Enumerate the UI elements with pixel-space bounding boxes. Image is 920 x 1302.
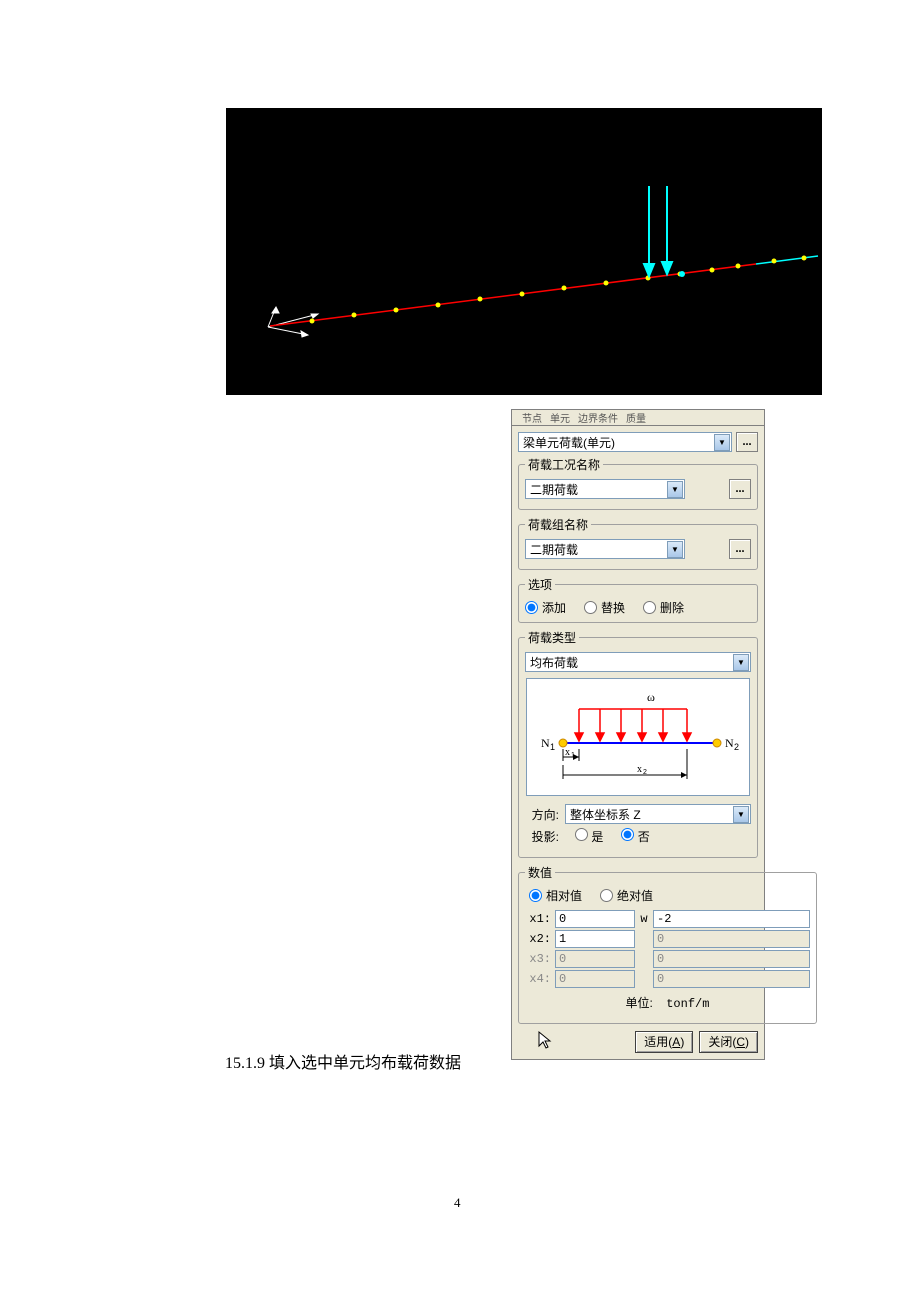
- relative-option[interactable]: 相对值: [529, 887, 582, 904]
- svg-text:2: 2: [643, 769, 647, 776]
- x4-label: x4:: [525, 972, 555, 986]
- beam-load-dialog: 节点 单元 边界条件 质量 梁单元荷载(单元) ▼ ... 荷载工况名称 二期荷…: [511, 409, 765, 1060]
- caption-prefix: 15.1.9: [225, 1055, 269, 1072]
- w1-label: w: [635, 912, 653, 926]
- load-diagram: N1 N2 ω: [526, 678, 750, 796]
- loadtype-dropdown[interactable]: 均布荷载 ▼: [525, 652, 751, 672]
- svg-text:x: x: [565, 747, 570, 758]
- beam-line-right: [756, 256, 818, 264]
- loadtype-main-dropdown[interactable]: 梁单元荷载(单元) ▼: [518, 432, 732, 452]
- svg-text:x: x: [637, 764, 642, 775]
- cursor-icon: [536, 1030, 554, 1053]
- w1-input[interactable]: [653, 910, 810, 928]
- dropdown-arrow-icon: ▼: [714, 434, 730, 451]
- tab-boundary[interactable]: 边界条件: [578, 410, 618, 425]
- x4-input: [555, 970, 635, 988]
- absolute-radio[interactable]: [600, 889, 613, 902]
- projection-label: 投影:: [525, 828, 565, 845]
- loadgroup-dropdown[interactable]: 二期荷载 ▼: [525, 539, 685, 559]
- x2-label: x2:: [525, 932, 555, 946]
- loadtype-value: 均布荷载: [530, 654, 578, 671]
- svg-text:ω: ω: [647, 690, 655, 704]
- unit-line: 单位: tonf/m: [525, 994, 810, 1011]
- dropdown-arrow-icon: ▼: [733, 806, 749, 823]
- caption-text: 填入选中单元均布载荷数据: [269, 1055, 461, 1072]
- xw-grid: x1: w x2: x3: x4:: [525, 910, 810, 988]
- page-number: 4: [454, 1195, 461, 1211]
- tab-mass[interactable]: 质量: [626, 410, 646, 425]
- x1-input[interactable]: [555, 910, 635, 928]
- loadgroup-more-button[interactable]: ...: [729, 539, 751, 559]
- option-delete[interactable]: 删除: [643, 599, 684, 616]
- x3-label: x3:: [525, 952, 555, 966]
- tab-node[interactable]: 节点: [522, 410, 542, 425]
- svg-text:N: N: [725, 736, 734, 750]
- w3-input: [653, 950, 810, 968]
- option-delete-radio[interactable]: [643, 601, 656, 614]
- loadcase-dropdown[interactable]: 二期荷载 ▼: [525, 479, 685, 499]
- values-legend: 数值: [525, 864, 555, 881]
- direction-dropdown[interactable]: 整体坐标系 Z ▼: [565, 804, 751, 824]
- svg-text:N: N: [541, 736, 550, 750]
- direction-label: 方向:: [525, 806, 565, 823]
- option-replace[interactable]: 替换: [584, 599, 625, 616]
- absolute-option[interactable]: 绝对值: [600, 887, 653, 904]
- option-add-radio[interactable]: [525, 601, 538, 614]
- projection-yes-radio[interactable]: [575, 828, 588, 841]
- unit-label: 单位:: [626, 996, 653, 1010]
- tab-element[interactable]: 单元: [550, 410, 570, 425]
- loadgroup-legend: 荷载组名称: [525, 516, 591, 533]
- load-arrows: [644, 186, 672, 276]
- projection-no-radio[interactable]: [621, 828, 634, 841]
- svg-text:1: 1: [550, 742, 555, 752]
- loadgroup-value: 二期荷载: [530, 541, 578, 558]
- loadtype-group: 荷载类型 均布荷载 ▼ N1: [518, 629, 758, 858]
- dropdown-arrow-icon: ▼: [667, 541, 683, 558]
- svg-text:2: 2: [734, 742, 739, 752]
- loadcase-more-button[interactable]: ...: [729, 479, 751, 499]
- dropdown-arrow-icon: ▼: [667, 481, 683, 498]
- x1-label: x1:: [525, 912, 555, 926]
- dropdown-arrow-icon: ▼: [733, 654, 749, 671]
- loadcase-group: 荷载工况名称 二期荷载 ▼ ...: [518, 456, 758, 510]
- loadcase-legend: 荷载工况名称: [525, 456, 603, 473]
- loadgroup-group: 荷载组名称 二期荷载 ▼ ...: [518, 516, 758, 570]
- close-button[interactable]: 关闭(C): [699, 1031, 758, 1053]
- options-group: 选项 添加 替换 删除: [518, 576, 758, 623]
- dialog-tabstrip: 节点 单元 边界条件 质量: [512, 410, 764, 426]
- viewport-svg: [226, 108, 822, 395]
- relative-radio[interactable]: [529, 889, 542, 902]
- loadtype-legend: 荷载类型: [525, 629, 579, 646]
- projection-no[interactable]: 否: [621, 828, 649, 845]
- option-replace-radio[interactable]: [584, 601, 597, 614]
- apply-button[interactable]: 适用(A): [635, 1031, 693, 1053]
- w2-input: [653, 930, 810, 948]
- svg-text:1: 1: [571, 752, 575, 759]
- w4-input: [653, 970, 810, 988]
- figure-caption: 15.1.9 填入选中单元均布载荷数据: [225, 1049, 461, 1073]
- x3-input: [555, 950, 635, 968]
- values-group: 数值 相对值 绝对值 x1: w x2:: [518, 864, 817, 1024]
- x2-input[interactable]: [555, 930, 635, 948]
- options-legend: 选项: [525, 576, 555, 593]
- unit-value: tonf/m: [666, 997, 709, 1011]
- option-add[interactable]: 添加: [525, 599, 566, 616]
- direction-value: 整体坐标系 Z: [570, 806, 641, 823]
- loadtype-main-value: 梁单元荷载(单元): [523, 434, 615, 451]
- loadtype-main-more-button[interactable]: ...: [736, 432, 758, 452]
- model-viewport[interactable]: [226, 108, 822, 395]
- projection-yes[interactable]: 是: [575, 828, 603, 845]
- loadcase-value: 二期荷载: [530, 481, 578, 498]
